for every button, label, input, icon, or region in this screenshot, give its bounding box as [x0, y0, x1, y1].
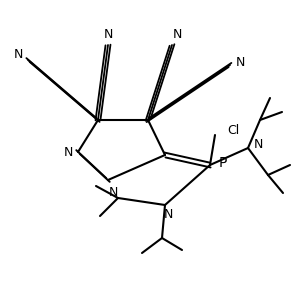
Text: N: N — [163, 208, 173, 221]
Text: P: P — [219, 156, 227, 170]
Text: N: N — [254, 139, 263, 152]
Text: N: N — [108, 185, 118, 198]
Text: Cl: Cl — [227, 124, 239, 137]
Text: N: N — [172, 28, 182, 41]
Text: N: N — [13, 49, 23, 62]
Text: N: N — [235, 56, 245, 69]
Text: N: N — [103, 28, 113, 41]
Text: N: N — [63, 146, 73, 159]
